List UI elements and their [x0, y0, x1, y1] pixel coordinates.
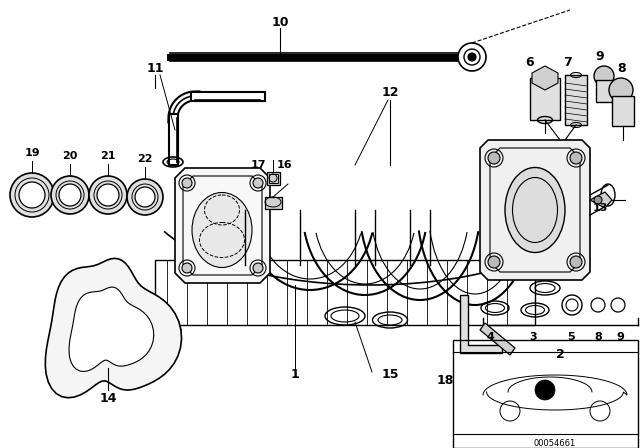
Text: 6: 6	[525, 56, 534, 69]
Bar	[565, 75, 587, 125]
Text: 14: 14	[99, 392, 116, 405]
Text: 12: 12	[381, 86, 399, 99]
Circle shape	[135, 187, 155, 207]
Text: 20: 20	[62, 151, 77, 161]
Circle shape	[89, 176, 127, 214]
Circle shape	[10, 173, 54, 217]
Circle shape	[51, 176, 89, 214]
Polygon shape	[175, 168, 270, 283]
Bar	[265, 197, 282, 209]
Text: 11: 11	[147, 61, 164, 74]
Bar	[530, 78, 560, 120]
Text: 1: 1	[291, 369, 300, 382]
Circle shape	[488, 256, 500, 268]
Bar	[155, 260, 535, 325]
Text: 19: 19	[24, 148, 40, 158]
Circle shape	[570, 256, 582, 268]
Text: 13: 13	[592, 203, 608, 213]
Circle shape	[594, 196, 602, 204]
Ellipse shape	[192, 193, 252, 267]
Text: 18: 18	[436, 374, 454, 387]
Text: 5: 5	[567, 332, 575, 342]
Polygon shape	[590, 192, 612, 208]
Text: 8: 8	[618, 61, 627, 74]
Circle shape	[594, 66, 614, 86]
Circle shape	[488, 152, 500, 164]
Polygon shape	[69, 287, 154, 371]
Polygon shape	[480, 323, 515, 355]
Text: 17: 17	[250, 160, 266, 170]
Circle shape	[59, 184, 81, 206]
Circle shape	[468, 53, 476, 61]
Circle shape	[535, 380, 555, 400]
Circle shape	[253, 263, 263, 273]
Polygon shape	[460, 295, 502, 353]
Text: 16: 16	[277, 160, 293, 170]
Text: 2: 2	[556, 349, 564, 362]
Text: 9: 9	[616, 332, 624, 342]
Ellipse shape	[505, 168, 565, 253]
Circle shape	[609, 78, 633, 102]
Bar	[267, 172, 280, 185]
Circle shape	[253, 178, 263, 188]
Circle shape	[127, 179, 163, 215]
Polygon shape	[532, 66, 558, 90]
Text: 21: 21	[100, 151, 116, 161]
Ellipse shape	[538, 74, 552, 82]
Text: 22: 22	[137, 154, 153, 164]
Circle shape	[182, 178, 192, 188]
Bar	[596, 80, 614, 102]
Circle shape	[97, 184, 119, 206]
Text: 3: 3	[529, 332, 537, 342]
Text: 10: 10	[271, 16, 289, 29]
Text: 9: 9	[596, 51, 604, 64]
Circle shape	[182, 263, 192, 273]
Bar	[269, 174, 278, 183]
Text: 8: 8	[594, 332, 602, 342]
Text: 15: 15	[381, 369, 399, 382]
Text: 00054661: 00054661	[534, 439, 576, 448]
Circle shape	[458, 43, 486, 71]
Text: 7: 7	[564, 56, 572, 69]
Polygon shape	[45, 258, 182, 398]
Bar	[453, 340, 638, 448]
Text: 4: 4	[486, 332, 494, 342]
Circle shape	[570, 152, 582, 164]
Circle shape	[19, 182, 45, 208]
Polygon shape	[480, 140, 590, 280]
Bar	[612, 96, 634, 126]
